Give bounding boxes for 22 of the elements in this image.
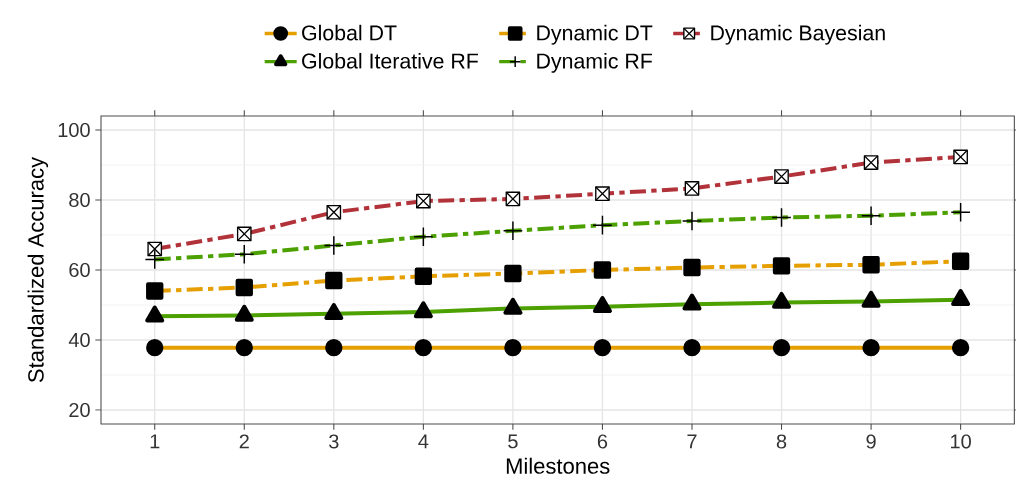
x-tick-label: 8 [776,434,787,449]
y-tick-label: 100 [58,123,90,138]
x-tick-label: 10 [951,434,971,449]
x-tick-label: 7 [687,434,697,449]
x-tick-label: 2 [239,434,249,449]
y-tick-label: 60 [69,263,90,278]
x-tick-label: 9 [866,434,876,449]
y-tick-label: 20 [69,403,90,418]
y-axis-title: Standardized Accuracy [27,157,49,383]
x-axis-title: Milestones [506,457,610,475]
x-tick-label: 5 [508,434,518,449]
y-tick-label: 40 [68,333,90,348]
legend-label: Dynamic RF [537,53,652,73]
legend-label: Global DT [302,24,397,41]
legend-label: Dynamic DT [537,24,653,45]
y-tick-label: 80 [69,193,90,208]
x-tick-label: 4 [418,434,429,449]
x-tick-label: 3 [329,434,339,449]
legend-label: Global Iterative RF [302,53,478,69]
x-tick-label: 1 [150,434,160,449]
legend-label: Dynamic Bayesian [711,24,885,45]
x-tick-label: 6 [597,434,608,449]
